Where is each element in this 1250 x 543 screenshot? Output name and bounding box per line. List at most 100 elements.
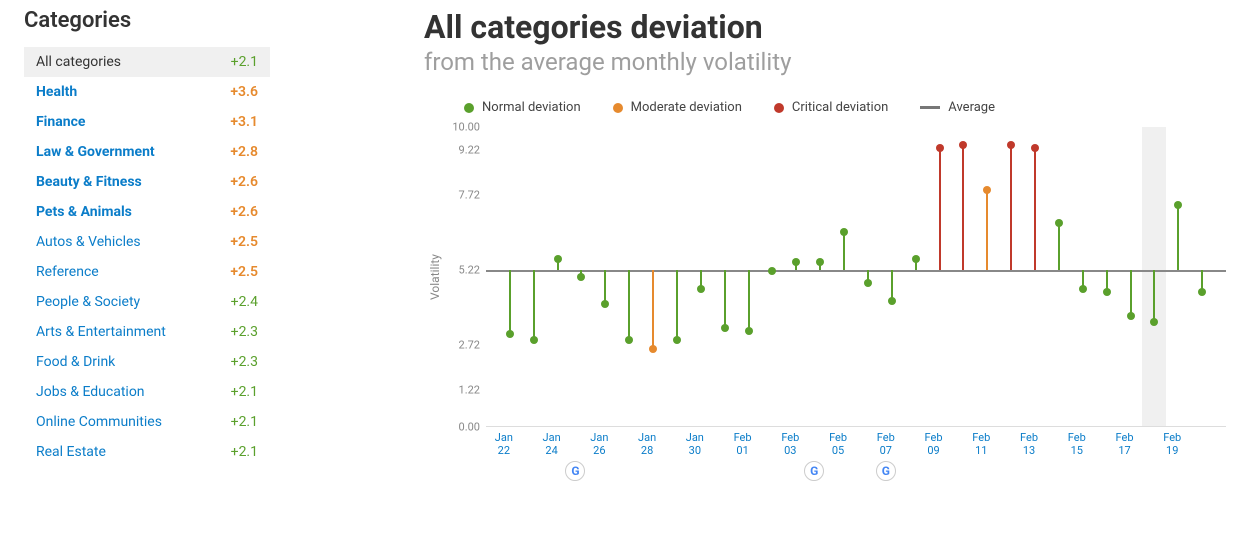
- category-row[interactable]: People & Society+2.4: [24, 287, 270, 317]
- data-point-marker: [816, 258, 824, 266]
- data-point-marker: [959, 141, 967, 149]
- data-point[interactable]: [867, 270, 869, 283]
- category-value: +2.3: [231, 324, 258, 340]
- y-axis-label: Volatility: [424, 254, 446, 300]
- chart-title: All categories deviation: [424, 8, 1226, 46]
- data-point[interactable]: [771, 270, 773, 271]
- y-tick: 5.22: [459, 264, 480, 277]
- x-tick: Feb15: [1068, 431, 1086, 457]
- category-row[interactable]: Online Communities +2.1: [24, 407, 270, 437]
- data-point-marker: [506, 330, 514, 338]
- x-axis: Jan22Jan24Jan26Jan28Jan30Feb01Feb03Feb05…: [480, 427, 1220, 487]
- category-row[interactable]: Jobs & Education +2.1: [24, 377, 270, 407]
- category-row[interactable]: Law & Government +2.8: [24, 137, 270, 167]
- data-point[interactable]: [939, 148, 941, 270]
- data-point-marker: [864, 279, 872, 287]
- data-point-marker: [1103, 288, 1111, 296]
- data-point[interactable]: [1177, 205, 1179, 270]
- data-point-marker: [1150, 318, 1158, 326]
- data-point-marker: [697, 285, 705, 293]
- y-axis: 0.001.222.725.227.729.2210.00: [446, 127, 486, 427]
- category-label: Arts & Entertainment: [36, 324, 166, 340]
- dot-icon: [613, 103, 623, 113]
- y-tick: 2.72: [459, 339, 480, 352]
- data-point-marker: [768, 267, 776, 275]
- dot-icon: [464, 103, 474, 113]
- category-row[interactable]: Real Estate+2.1: [24, 437, 270, 467]
- data-point[interactable]: [1058, 223, 1060, 270]
- chart-subtitle: from the average monthly volatility: [424, 48, 1226, 76]
- category-value: +2.1: [231, 414, 258, 430]
- category-label: Food & Drink: [36, 354, 115, 370]
- data-point[interactable]: [795, 262, 797, 270]
- data-point[interactable]: [1106, 270, 1108, 292]
- average-line: [486, 270, 1226, 272]
- y-tick: 9.22: [459, 144, 480, 157]
- category-row[interactable]: Finance+3.1: [24, 107, 270, 137]
- data-point[interactable]: [891, 270, 893, 301]
- category-row[interactable]: Beauty & Fitness+2.6: [24, 167, 270, 197]
- dot-icon: [774, 103, 784, 113]
- category-row[interactable]: Arts & Entertainment +2.3: [24, 317, 270, 347]
- data-point-marker: [1174, 201, 1182, 209]
- x-tick: Jan24: [543, 431, 561, 457]
- data-point-marker: [1031, 144, 1039, 152]
- category-row[interactable]: All categories +2.1: [24, 47, 270, 77]
- data-point-marker: [1055, 219, 1063, 227]
- x-tick: Jan22: [495, 431, 513, 457]
- data-point[interactable]: [700, 270, 702, 289]
- x-tick: Jan30: [686, 431, 704, 457]
- category-row[interactable]: Reference+2.5: [24, 257, 270, 287]
- data-point[interactable]: [628, 270, 630, 340]
- chart-plot: [486, 127, 1226, 427]
- category-label: Law & Government: [36, 144, 155, 160]
- data-point[interactable]: [915, 259, 917, 270]
- data-point[interactable]: [843, 232, 845, 270]
- category-row[interactable]: Pets & Animals+2.6: [24, 197, 270, 227]
- data-point[interactable]: [1201, 270, 1203, 292]
- data-point[interactable]: [1082, 270, 1084, 289]
- data-point-marker: [554, 255, 562, 263]
- main-panel: All categories deviation from the averag…: [294, 8, 1226, 535]
- category-label: All categories: [36, 54, 121, 70]
- category-row[interactable]: Autos & Vehicles+2.5: [24, 227, 270, 257]
- data-point[interactable]: [1034, 148, 1036, 270]
- category-label: Jobs & Education: [36, 384, 145, 400]
- category-value: +2.1: [231, 384, 258, 400]
- x-tick: Feb11: [972, 431, 990, 457]
- data-point[interactable]: [509, 270, 511, 334]
- data-point[interactable]: [1130, 270, 1132, 316]
- google-update-icon[interactable]: G: [876, 461, 896, 481]
- google-update-icon[interactable]: G: [565, 461, 585, 481]
- legend-critical: Critical deviation: [774, 100, 888, 115]
- data-point[interactable]: [724, 270, 726, 328]
- data-point[interactable]: [533, 270, 535, 340]
- x-tick: Feb09: [925, 431, 943, 457]
- data-point-marker: [888, 297, 896, 305]
- data-point[interactable]: [819, 262, 821, 270]
- category-value: +2.8: [230, 144, 258, 160]
- x-tick: Feb05: [829, 431, 847, 457]
- data-point-marker: [1127, 312, 1135, 320]
- data-point[interactable]: [604, 270, 606, 304]
- data-point[interactable]: [652, 270, 654, 349]
- line-icon: [920, 106, 940, 109]
- data-point-marker: [625, 336, 633, 344]
- data-point[interactable]: [986, 190, 988, 270]
- category-value: +2.5: [230, 234, 258, 250]
- data-point[interactable]: [1153, 270, 1155, 322]
- data-point-marker: [530, 336, 538, 344]
- data-point[interactable]: [748, 270, 750, 331]
- data-point[interactable]: [580, 270, 582, 277]
- data-point-marker: [745, 327, 753, 335]
- data-point[interactable]: [1010, 145, 1012, 270]
- data-point[interactable]: [962, 145, 964, 270]
- data-point[interactable]: [676, 270, 678, 340]
- category-row[interactable]: Health+3.6: [24, 77, 270, 107]
- category-label: Health: [36, 84, 77, 100]
- data-point[interactable]: [557, 259, 559, 270]
- category-label: Online Communities: [36, 414, 162, 430]
- category-row[interactable]: Food & Drink+2.3: [24, 347, 270, 377]
- google-update-icon[interactable]: G: [804, 461, 824, 481]
- category-value: +2.1: [231, 54, 258, 70]
